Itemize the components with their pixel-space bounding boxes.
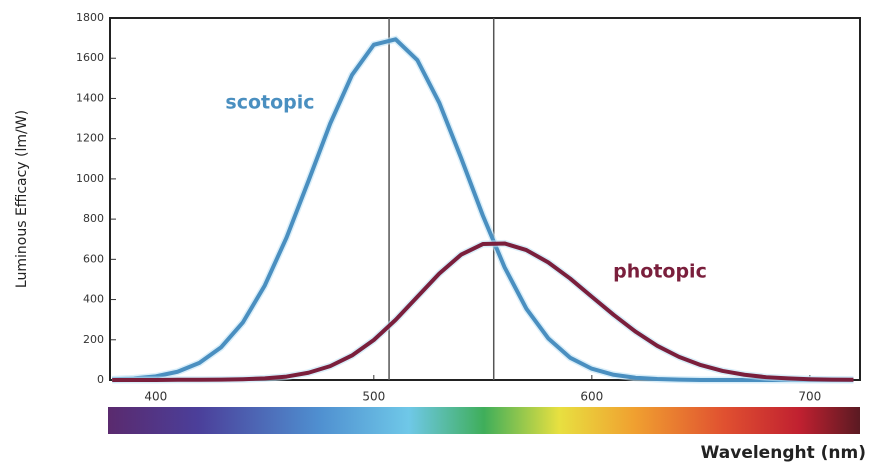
y-tick-label: 200 (83, 333, 104, 346)
y-tick-label: 1800 (76, 11, 104, 24)
y-tick-label: 1400 (76, 91, 104, 104)
x-tick-label: 400 (144, 390, 167, 404)
y-tick-label: 600 (83, 252, 104, 265)
y-tick-label: 1200 (76, 132, 104, 145)
series-label: photopic (613, 261, 707, 283)
y-tick-label: 1000 (76, 172, 104, 185)
x-tick-label: 600 (580, 390, 603, 404)
plot-frame (109, 17, 861, 381)
series-line (112, 37, 854, 382)
y-tick-label: 1600 (76, 51, 104, 64)
y-tick-label: 800 (83, 212, 104, 225)
x-tick-label: 700 (798, 390, 821, 404)
spectrum-bar (108, 407, 860, 434)
series-glow (112, 239, 854, 384)
x-tick-label: 500 (362, 390, 385, 404)
series-line (112, 241, 854, 382)
y-tick-label: 0 (97, 373, 104, 386)
y-axis-label: Luminous Efficacy (lm/W) (14, 110, 30, 288)
series-label: scotopic (225, 92, 314, 114)
y-tick-label: 400 (83, 293, 104, 306)
series-glow (112, 35, 854, 384)
x-axis-label: Wavelenght (nm) (701, 443, 866, 463)
